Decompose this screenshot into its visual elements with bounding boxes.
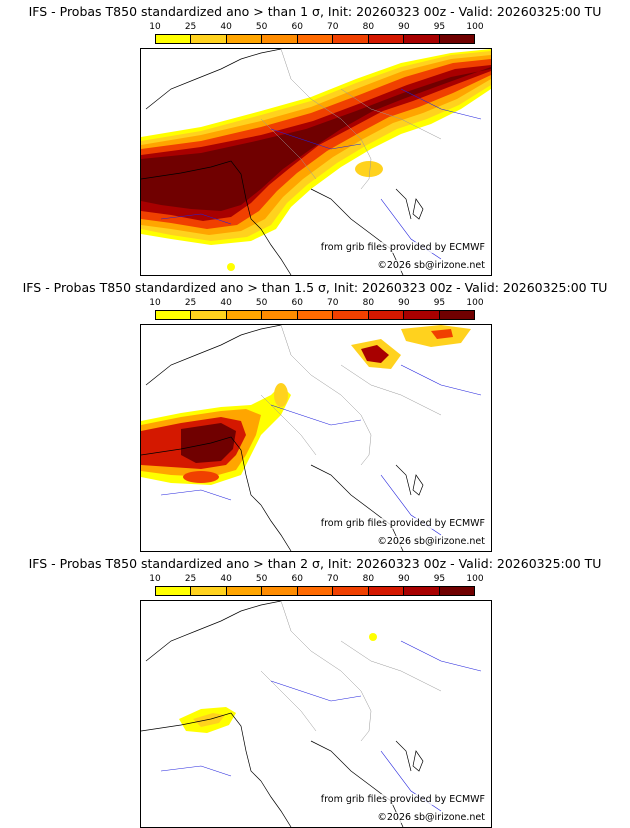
panel-1: IFS - Probas T850 standardized ano > tha… [0,0,630,276]
colorbar-tick-label: 70 [327,22,339,32]
colorbar-swatch [226,587,263,595]
colorbar-tick-label: 50 [255,22,268,32]
colorbar-tick-label: 95 [433,574,446,584]
colorbar-swatch [404,35,440,43]
colorbar-tick-label: 50 [255,298,268,308]
copyright-credit: ©2026 sb@irizone.net [375,260,487,271]
colorbar-swatch [368,587,405,595]
colorbar-tick-label: 80 [362,298,375,308]
colorbar-tick-label: 60 [291,298,303,308]
colorbar-tick-label: 40 [220,22,232,32]
colorbar-swatches [155,34,475,44]
colorbar-swatch [297,35,334,43]
copyright-credit: ©2026 sb@irizone.net [375,536,487,547]
colorbar-tick-label: 90 [398,298,410,308]
coastlines [141,325,424,551]
colorbar-swatch [439,35,474,43]
colorbar-tick-label: 100 [466,22,484,32]
colorbar-tick-label: 60 [291,22,303,32]
colorbar-tick-label: 10 [149,298,161,308]
colorbar-swatch [439,587,474,595]
map-canvas [141,49,491,275]
colorbar-tick-label: 95 [433,298,446,308]
colorbar-swatch [297,311,334,319]
colorbar-tick-label: 90 [398,574,410,584]
colorbar-swatch [226,311,263,319]
colorbar-swatch [404,311,440,319]
colorbar-tick-label: 40 [220,574,232,584]
map-canvas [141,325,482,551]
colorbar-swatch [333,35,369,43]
probability-map: from grib files provided by ECMWF ©2026 … [140,600,492,828]
colorbar-tick-label: 25 [184,574,197,584]
probability-map: from grib files provided by ECMWF ©2026 … [140,48,492,276]
colorbar-tick-label: 25 [184,298,197,308]
probability-field [141,325,471,485]
data-source-credit: from grib files provided by ECMWF [318,242,487,253]
probability-field [179,633,377,733]
borders [260,601,442,742]
colorbar-swatch [333,587,369,595]
colorbar-tick-label: 70 [327,298,339,308]
colorbar-swatch [368,35,405,43]
copyright-credit: ©2026 sb@irizone.net [375,812,487,823]
colorbar-swatch [156,587,192,595]
colorbar-tick-label: 80 [362,22,375,32]
colorbar-swatch [191,35,227,43]
data-source-credit: from grib files provided by ECMWF [318,518,487,529]
colorbar-tick-label: 60 [291,574,303,584]
panel-title: IFS - Probas T850 standardized ano > tha… [28,556,602,571]
colorbar-swatch [404,587,440,595]
data-source-credit: from grib files provided by ECMWF [318,794,487,805]
colorbar-swatch [191,311,227,319]
colorbar-swatch [333,311,369,319]
colorbar-tick-label: 40 [220,298,232,308]
panel-2: IFS - Probas T850 standardized ano > tha… [0,276,630,552]
colorbar-swatch [262,587,298,595]
colorbar-tick-label: 80 [362,574,375,584]
colorbar-swatch [191,587,227,595]
probability-field [141,49,491,271]
colorbar-tick-label: 25 [184,22,197,32]
colorbar-swatch [262,311,298,319]
colorbar-tick-label: 10 [149,22,161,32]
colorbar-tick-label: 95 [433,22,446,32]
colorbar-swatch [439,311,474,319]
colorbar-swatch [226,35,263,43]
panel-title: IFS - Probas T850 standardized ano > tha… [22,280,608,295]
panel-3: IFS - Probas T850 standardized ano > tha… [0,552,630,828]
colorbar-swatch [368,311,405,319]
colorbar-swatches [155,586,475,596]
panel-title: IFS - Probas T850 standardized ano > tha… [28,4,602,19]
colorbar-tick-label: 50 [255,574,268,584]
colorbar-tick-label: 100 [466,298,484,308]
map-canvas [141,601,482,827]
probability-map: from grib files provided by ECMWF ©2026 … [140,324,492,552]
colorbar-swatch [297,587,334,595]
colorbar-swatch [156,35,192,43]
colorbar-swatches [155,310,475,320]
colorbar-tick-label: 10 [149,574,161,584]
colorbar-tick-label: 70 [327,574,339,584]
colorbar-tick-label: 90 [398,22,410,32]
colorbar-tick-label: 100 [466,574,484,584]
colorbar-swatch [262,35,298,43]
colorbar-swatch [156,311,192,319]
